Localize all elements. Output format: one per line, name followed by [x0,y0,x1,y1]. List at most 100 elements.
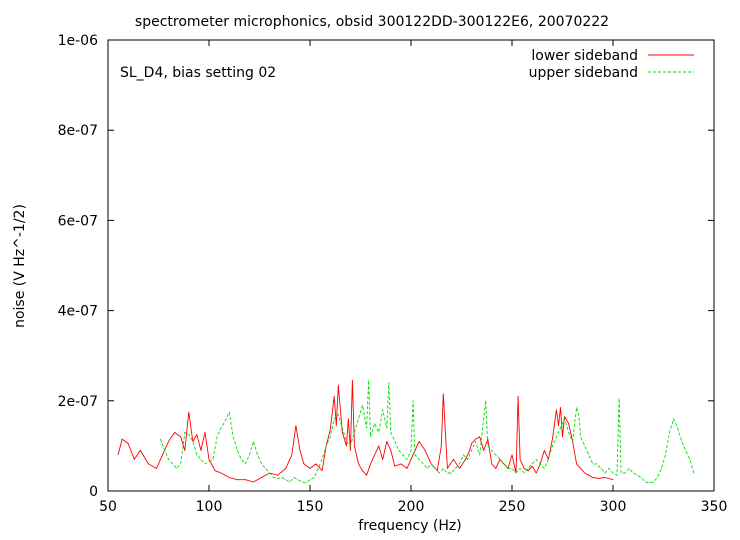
data-point [402,454,404,456]
x-tick-label: 150 [297,499,324,515]
data-point [673,418,674,420]
data-point [366,427,367,429]
data-point [560,407,561,408]
data-point [515,472,517,474]
x-tick-label: 350 [701,499,728,515]
data-point [523,472,525,474]
data-point [220,472,222,474]
x-axis-title: frequency (Hz) [358,518,461,534]
data-point [608,468,610,469]
data-point [121,438,123,440]
data-point [216,436,218,438]
data-point [465,459,466,460]
data-point [616,474,618,476]
data-point [414,454,416,456]
data-point [382,409,384,411]
data-point [612,479,614,481]
data-point [491,463,493,465]
data-point [519,468,521,469]
y-tick-label: 8e-07 [58,123,98,139]
data-point [335,425,337,426]
data-point [527,468,529,469]
data-point [552,438,553,440]
y-tick-label: 6e-07 [58,213,98,229]
data-point [174,432,176,433]
data-point [677,427,678,429]
data-point [657,477,658,478]
data-point [180,463,182,465]
data-point [265,468,266,469]
data-point [618,398,620,399]
axes: 50 100 150 200 250 300 350 0 2e-07 4e-07 6e-07 8e-0… [58,33,728,515]
data-point [560,427,561,429]
data-point [277,478,279,479]
data-point [661,468,662,469]
data-point [543,450,545,451]
data-point [232,436,234,438]
data-point [348,418,349,420]
data-point [422,463,424,465]
data-point [192,441,194,442]
data-point [483,418,485,420]
data-point [214,470,216,472]
data-point [236,450,238,451]
data-point [584,445,586,447]
data-point [291,454,293,456]
y-tick-label: 0 [89,484,98,500]
data-point [598,478,600,479]
data-point [358,418,359,420]
data-point [281,477,283,478]
data-point [117,454,119,456]
data-point [220,427,222,429]
data-point [576,463,577,465]
data-point [406,468,408,469]
data-point [495,454,497,456]
data-point [208,461,210,463]
data-point [315,463,317,465]
data-point [475,441,476,442]
data-point [584,472,586,474]
data-point [475,438,476,440]
data-point [604,472,606,474]
x-tick-label: 250 [499,499,526,515]
data-point [410,450,412,451]
data-point [148,463,149,465]
data-point [160,438,161,440]
data-point [487,445,489,447]
data-point [588,454,590,456]
data-point [303,463,305,465]
data-point [548,459,549,460]
data-point [374,454,375,456]
data-point [440,445,442,447]
data-point [406,459,408,460]
data-point [556,409,557,411]
data-point [588,474,590,476]
data-point [354,445,355,447]
data-point [491,450,493,451]
data-point [301,481,303,483]
data-point [564,418,565,420]
data-point [313,477,315,478]
data-point [374,423,375,424]
data-point [208,459,210,460]
data-point [228,411,230,413]
chart-title: spectrometer microphonics, obsid 300122D… [135,14,609,30]
data-point [309,468,311,469]
x-tick-label: 50 [99,499,117,515]
data-point [479,454,481,456]
data-point [479,436,481,438]
data-point [459,463,460,465]
data-point [564,416,565,417]
data-point [168,441,170,442]
data-point [471,450,472,451]
plot-annotation: SL_D4, bias setting 02 [120,65,276,81]
data-point [188,411,190,413]
data-point [362,470,363,472]
data-point [257,454,258,456]
series-line-lower-sideband [117,380,614,483]
x-tick-label: 300 [600,499,627,515]
data-point [665,454,666,456]
data-point [346,445,347,447]
legend-label: upper sideband [529,65,638,81]
data-point [354,432,355,433]
